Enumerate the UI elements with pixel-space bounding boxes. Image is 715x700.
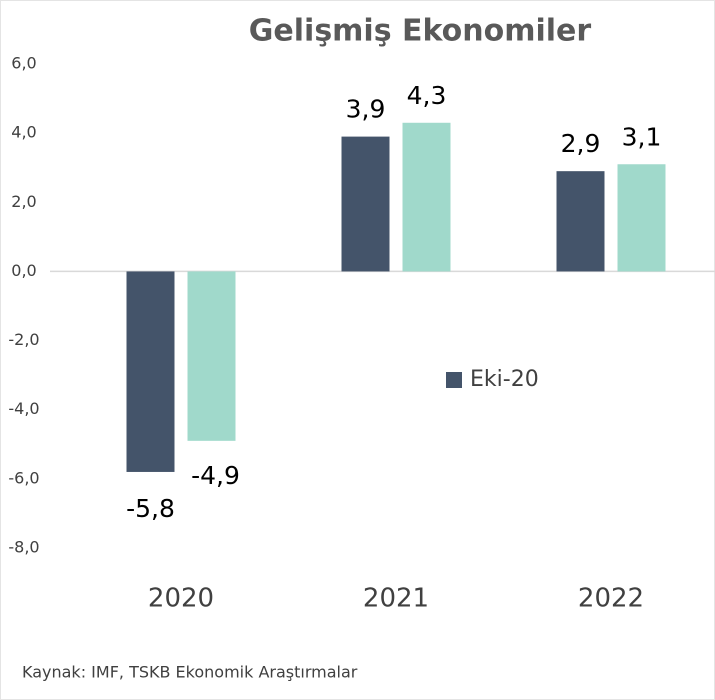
y-tick-label: -8,0 [8,538,39,557]
y-tick-label: -6,0 [8,468,39,487]
y-tick-label: 4,0 [11,123,36,142]
bar [126,271,175,472]
value-label: 2,9 [561,129,601,158]
y-tick-label: -4,0 [8,399,39,418]
value-label: -5,8 [126,494,175,523]
value-label: 3,9 [346,95,386,124]
bar [341,136,390,272]
value-label: 4,3 [407,81,447,110]
x-tick-label: 2020 [148,584,214,614]
y-tick-label: 0,0 [11,261,36,280]
legend-label: Eki-20 [470,367,539,392]
y-tick-label: -2,0 [8,330,39,349]
value-label: -4,9 [191,461,240,490]
x-tick-label: 2022 [578,584,644,614]
value-label: 3,1 [622,122,662,151]
bar [402,122,451,272]
y-tick-label: 6,0 [11,54,36,73]
chart-title: Gelişmiş Ekonomiler [249,14,592,49]
bar [187,271,236,441]
x-tick-label: 2021 [363,584,429,614]
bar [556,171,605,272]
source-note: Kaynak: IMF, TSKB Ekonomik Araştırmalar [22,663,358,682]
legend-swatch [446,372,462,388]
y-tick-label: 2,0 [11,192,36,211]
bar [617,164,666,272]
